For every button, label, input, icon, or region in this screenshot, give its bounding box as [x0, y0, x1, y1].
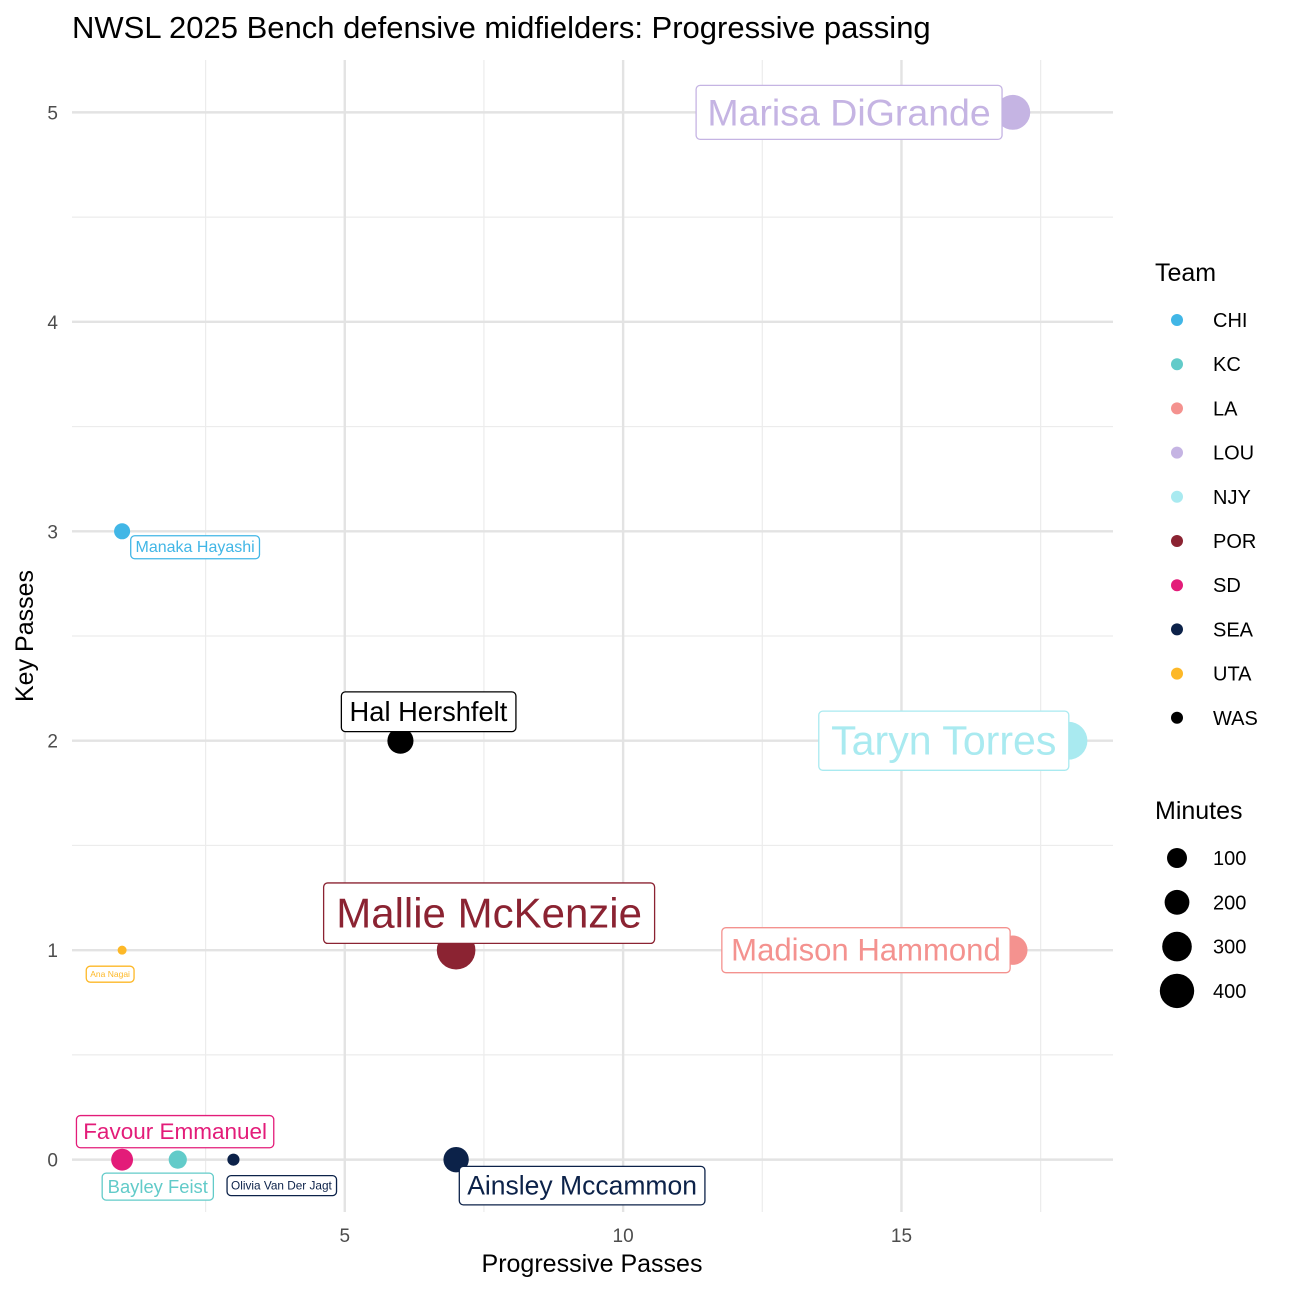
point-label: Ana Nagai: [85, 965, 135, 983]
minutes-legend-label: 300: [1213, 937, 1246, 959]
point-label: Mallie McKenzie: [322, 882, 656, 945]
point-label-text: Favour Emmanuel: [83, 1119, 267, 1144]
x-tick-label: 5: [339, 1226, 350, 1247]
scatter-point: [995, 94, 1031, 130]
y-tick-label: 4: [47, 313, 58, 334]
point-label-text: Hal Hershfelt: [350, 696, 508, 727]
point-label-box: [226, 1174, 338, 1197]
minutes-legend-title: Minutes: [1155, 797, 1243, 825]
minutes-legend-swatch: [1162, 931, 1192, 962]
team-legend-label: WAS: [1213, 708, 1258, 730]
y-axis-label: Key Passes: [11, 570, 39, 702]
scatter-point: [168, 1150, 187, 1169]
point-label: Olivia Van Der Jagt: [226, 1174, 338, 1197]
point-label-box: [818, 710, 1070, 771]
point-label: Bayley Feist: [101, 1172, 215, 1201]
team-legend-label: CHI: [1213, 310, 1247, 332]
point-label-text: Taryn Torres: [831, 718, 1056, 764]
team-legend-label: UTA: [1213, 664, 1252, 686]
scatter-point: [111, 1148, 134, 1171]
point-label-text: Marisa DiGrande: [707, 91, 990, 133]
point-label-box: [458, 1165, 706, 1206]
data-points: [111, 94, 1088, 1173]
team-legend-label: LOU: [1213, 443, 1254, 465]
minutes-legend-swatch: [1167, 848, 1187, 868]
team-legend-label: KC: [1213, 354, 1241, 376]
scatter-point: [114, 523, 131, 540]
point-label-box: [75, 1114, 275, 1149]
point-label: Madison Hammond: [721, 927, 1011, 974]
point-label-box: [322, 882, 656, 945]
team-legend-swatch: [1171, 535, 1183, 547]
point-label: Manaka Hayashi: [130, 535, 261, 560]
y-tick-label: 5: [47, 103, 58, 124]
point-label: Taryn Torres: [818, 710, 1070, 771]
minutes-legend-label: 100: [1213, 848, 1246, 870]
point-label-box: [695, 84, 1003, 141]
point-label-text: Mallie McKenzie: [336, 890, 642, 937]
point-label-text: Manaka Hayashi: [136, 539, 255, 556]
team-legend-label: SD: [1213, 575, 1241, 597]
team-legend-swatch: [1171, 402, 1183, 415]
team-legend-label: NJY: [1213, 487, 1251, 509]
point-label-text: Olivia Van Der Jagt: [231, 1179, 332, 1193]
team-legend-swatch: [1171, 490, 1183, 503]
point-label-text: Ana Nagai: [90, 969, 130, 979]
point-label: Favour Emmanuel: [75, 1114, 275, 1149]
scatter-point: [387, 727, 414, 754]
team-legend-swatch: [1171, 711, 1183, 724]
team-legend-label: POR: [1213, 531, 1256, 553]
point-label-box: [101, 1172, 215, 1201]
x-tick-label: 10: [613, 1226, 634, 1247]
point-label-box: [85, 965, 135, 983]
team-legend-label: LA: [1213, 398, 1238, 420]
scatter-point: [117, 945, 127, 955]
point-label-box: [340, 691, 517, 733]
legend: Team Minutes CHI KC LA LOU NJY POR SD SEA UTA WAS…: [1155, 259, 1258, 1009]
y-tick-label: 3: [47, 522, 58, 543]
y-tick-label: 1: [47, 941, 58, 962]
point-label: Marisa DiGrande: [695, 84, 1003, 141]
team-legend-label: SEA: [1213, 619, 1254, 641]
point-label: Hal Hershfelt: [340, 691, 517, 733]
point-label-text: Madison Hammond: [731, 933, 1001, 968]
team-legend-title: Team: [1155, 259, 1216, 287]
y-tick-label: 2: [47, 732, 58, 753]
minutes-legend-swatch: [1164, 889, 1190, 915]
y-tick-label: 0: [47, 1151, 58, 1172]
chart-title: NWSL 2025 Bench defensive midfielders: P…: [72, 10, 931, 45]
team-legend-swatch: [1171, 446, 1183, 459]
minutes-legend-swatch: [1159, 973, 1195, 1009]
scatter-point: [227, 1153, 240, 1166]
point-labels: Marisa DiGrande Taryn Torres Madison Hammo…: [75, 84, 1070, 1206]
point-label-text: Bayley Feist: [108, 1176, 208, 1197]
point-label: Ainsley Mccammon: [458, 1165, 706, 1206]
team-legend-swatch: [1171, 667, 1183, 680]
team-legend-swatch: [1171, 579, 1183, 592]
team-legend-swatch: [1171, 358, 1183, 371]
axes: 5 10 15 0 1 2 3 4 5: [47, 103, 912, 1247]
team-legend-swatch: [1171, 623, 1183, 636]
point-label-box: [130, 535, 261, 560]
minutes-legend-label: 400: [1213, 981, 1246, 1003]
team-legend-swatch: [1171, 314, 1183, 326]
grid-lines: [72, 60, 1113, 1212]
x-tick-label: 15: [891, 1226, 912, 1247]
point-label-box: [721, 927, 1011, 974]
point-label-text: Ainsley Mccammon: [467, 1171, 697, 1201]
minutes-legend-label: 200: [1213, 892, 1246, 914]
x-axis-label: Progressive Passes: [482, 1250, 703, 1278]
